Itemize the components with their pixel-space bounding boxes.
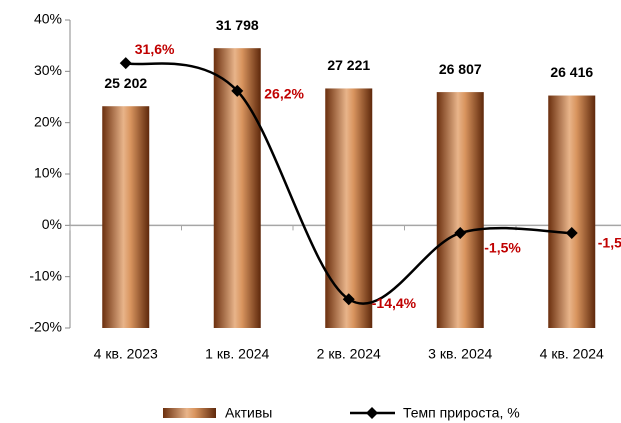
y-tick-label: 30% [34, 62, 62, 78]
legend-label: Темп прироста, % [403, 405, 520, 421]
x-tick-label: 4 кв. 2023 [94, 346, 158, 362]
legend-marker [366, 407, 378, 419]
x-tick-label: 2 кв. 2024 [317, 346, 381, 362]
line-marker [565, 227, 578, 240]
y-tick-label: -10% [29, 267, 62, 283]
line-marker [454, 227, 467, 240]
line-marker [342, 293, 355, 306]
x-tick-label: 3 кв. 2024 [428, 346, 492, 362]
y-tick-label: 0% [42, 216, 62, 232]
bar-value-label: 25 202 [104, 75, 147, 91]
x-tick-label: 4 кв. 2024 [540, 346, 604, 362]
bar [436, 92, 484, 329]
y-tick-label: 20% [34, 113, 62, 129]
y-tick-label: 10% [34, 165, 62, 181]
line-value-label: 26,2% [264, 86, 304, 102]
legend-label: Активы [225, 405, 272, 421]
y-tick-label: 40% [34, 11, 62, 27]
line-marker [231, 84, 244, 97]
bar [325, 88, 373, 328]
bar-value-label: 27 221 [327, 57, 370, 73]
line-value-label: -1,5% [484, 240, 521, 256]
bar-value-label: 26 416 [550, 64, 593, 80]
line-value-label: -1,5% [598, 235, 621, 251]
bar-value-label: 31 798 [216, 17, 259, 33]
bar [102, 106, 150, 328]
bar-value-label: 26 807 [439, 61, 482, 77]
x-tick-label: 1 кв. 2024 [205, 346, 269, 362]
line-value-label: -14,4% [372, 295, 417, 311]
y-tick-label: -20% [29, 319, 62, 335]
bar [548, 95, 596, 328]
line-marker [119, 57, 132, 70]
line-value-label: 31,6% [135, 41, 175, 57]
line [125, 61, 572, 305]
legend-swatch [163, 408, 216, 418]
